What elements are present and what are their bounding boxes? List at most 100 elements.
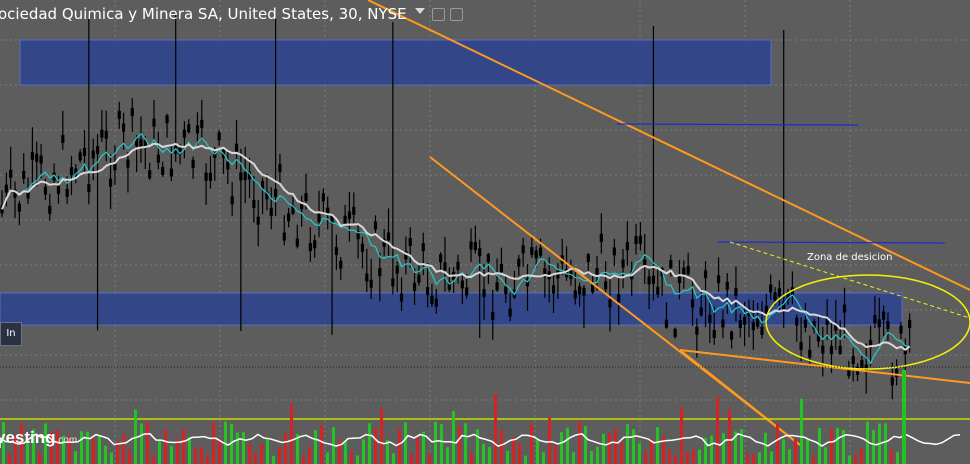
volume-bar-5 bbox=[32, 429, 35, 464]
candle-body-204 bbox=[886, 321, 890, 330]
candle-body-66 bbox=[287, 213, 291, 222]
volume-bar-44 bbox=[266, 438, 269, 464]
volume-bar-13 bbox=[80, 431, 83, 464]
candle-body-80 bbox=[347, 211, 352, 220]
volume-bar-42 bbox=[254, 452, 257, 464]
candle-body-3 bbox=[13, 189, 17, 198]
candle-body-135 bbox=[586, 254, 590, 263]
volume-bar-50 bbox=[302, 455, 305, 464]
volume-bar-114 bbox=[686, 452, 689, 464]
candle-body-106 bbox=[460, 280, 464, 289]
candle-body-2 bbox=[9, 169, 13, 178]
volume-bar-137 bbox=[824, 447, 827, 464]
volume-bar-123 bbox=[740, 429, 743, 464]
volume-bar-48 bbox=[290, 403, 293, 464]
volume-bar-23 bbox=[140, 423, 143, 464]
volume-bar-57 bbox=[344, 441, 347, 464]
volume-bar-62 bbox=[374, 427, 377, 464]
candle-body-171 bbox=[743, 316, 747, 325]
volume-bar-67 bbox=[404, 422, 407, 464]
volume-bar-100 bbox=[602, 433, 605, 464]
candle-body-103 bbox=[447, 281, 451, 290]
candle-body-108 bbox=[469, 241, 473, 250]
candle-body-64 bbox=[278, 164, 282, 173]
candle-body-168 bbox=[730, 331, 734, 340]
volume-bar-128 bbox=[770, 451, 773, 464]
candle-body-30 bbox=[130, 108, 134, 117]
resistance-line-lower bbox=[717, 241, 946, 244]
candle-body-35 bbox=[152, 118, 156, 127]
volume-bar-138 bbox=[830, 428, 833, 464]
candle-body-207 bbox=[899, 325, 903, 334]
candle-body-81 bbox=[352, 206, 356, 215]
volume-bar-27 bbox=[164, 429, 167, 464]
candle-body-4 bbox=[17, 203, 21, 212]
volume-bar-6 bbox=[38, 452, 41, 464]
volume-bar-spike bbox=[902, 370, 906, 464]
volume-bar-53 bbox=[320, 425, 323, 464]
volume-bar-7 bbox=[44, 423, 47, 464]
volume-bar-132 bbox=[794, 439, 797, 464]
candle-body-16 bbox=[69, 167, 74, 176]
volume-bar-46 bbox=[278, 447, 281, 464]
candle-body-188 bbox=[816, 333, 821, 342]
candle-body-73 bbox=[317, 214, 321, 223]
volume-bar-88 bbox=[530, 424, 533, 464]
volume-bar-127 bbox=[764, 432, 767, 464]
candle-body-175 bbox=[760, 326, 764, 335]
candle-body-200 bbox=[868, 339, 873, 348]
candle-body-71 bbox=[308, 243, 312, 252]
candle-body-139 bbox=[604, 281, 608, 290]
volume-bar-97 bbox=[584, 426, 587, 464]
candle-body-180 bbox=[782, 301, 786, 310]
candle-body-115 bbox=[499, 264, 504, 273]
candle-body-70 bbox=[304, 193, 308, 202]
volume-bar-69 bbox=[416, 438, 419, 464]
volume-bar-14 bbox=[86, 431, 89, 464]
volume-bar-31 bbox=[188, 436, 191, 464]
candle-body-15 bbox=[65, 188, 69, 197]
candle-body-67 bbox=[291, 205, 295, 214]
moving-average-slow bbox=[1, 142, 911, 352]
candle-body-149 bbox=[647, 276, 651, 285]
volume-bar-9 bbox=[56, 429, 59, 464]
volume-bar-36 bbox=[218, 439, 221, 464]
volume-bar-90 bbox=[542, 452, 545, 464]
volume-bar-72 bbox=[434, 421, 437, 464]
volume-bar-0 bbox=[2, 421, 5, 464]
candle-body-86 bbox=[373, 221, 378, 230]
candle-body-95 bbox=[412, 282, 417, 291]
volume-bar-59 bbox=[356, 455, 359, 464]
volume-bar-80 bbox=[482, 443, 485, 464]
volume-bar-65 bbox=[392, 453, 395, 464]
volume-bar-94 bbox=[566, 427, 569, 464]
volume-bar-98 bbox=[590, 450, 593, 464]
volume-bar-76 bbox=[458, 426, 461, 464]
candle-body-155 bbox=[673, 328, 677, 337]
candle-body-177 bbox=[769, 284, 773, 293]
volume-bar-17 bbox=[104, 445, 107, 464]
candle-body-82 bbox=[356, 231, 360, 240]
window-icon[interactable] bbox=[432, 8, 445, 21]
candle-body-69 bbox=[300, 201, 304, 210]
settings-icon[interactable] bbox=[450, 8, 463, 21]
candle-body-1 bbox=[4, 184, 8, 193]
chevron-down-icon[interactable] bbox=[415, 8, 425, 14]
volume-bar-1 bbox=[8, 453, 11, 464]
volume-bar-38 bbox=[230, 423, 233, 464]
candle-body-98 bbox=[426, 287, 430, 296]
candle-body-160 bbox=[695, 326, 699, 335]
volume-bar-145 bbox=[872, 429, 875, 464]
candle-body-68 bbox=[295, 238, 299, 247]
volume-bar-37 bbox=[224, 421, 227, 464]
candle-body-59 bbox=[256, 216, 260, 225]
volume-bar-22 bbox=[134, 409, 137, 464]
volume-bar-75 bbox=[452, 411, 455, 464]
candle-body-163 bbox=[708, 314, 712, 323]
volume-bar-102 bbox=[614, 428, 617, 464]
in-button[interactable]: In bbox=[0, 322, 22, 346]
candle-body-166 bbox=[721, 319, 725, 328]
volume-bar-119 bbox=[716, 396, 719, 464]
volume-bar-129 bbox=[776, 423, 779, 464]
